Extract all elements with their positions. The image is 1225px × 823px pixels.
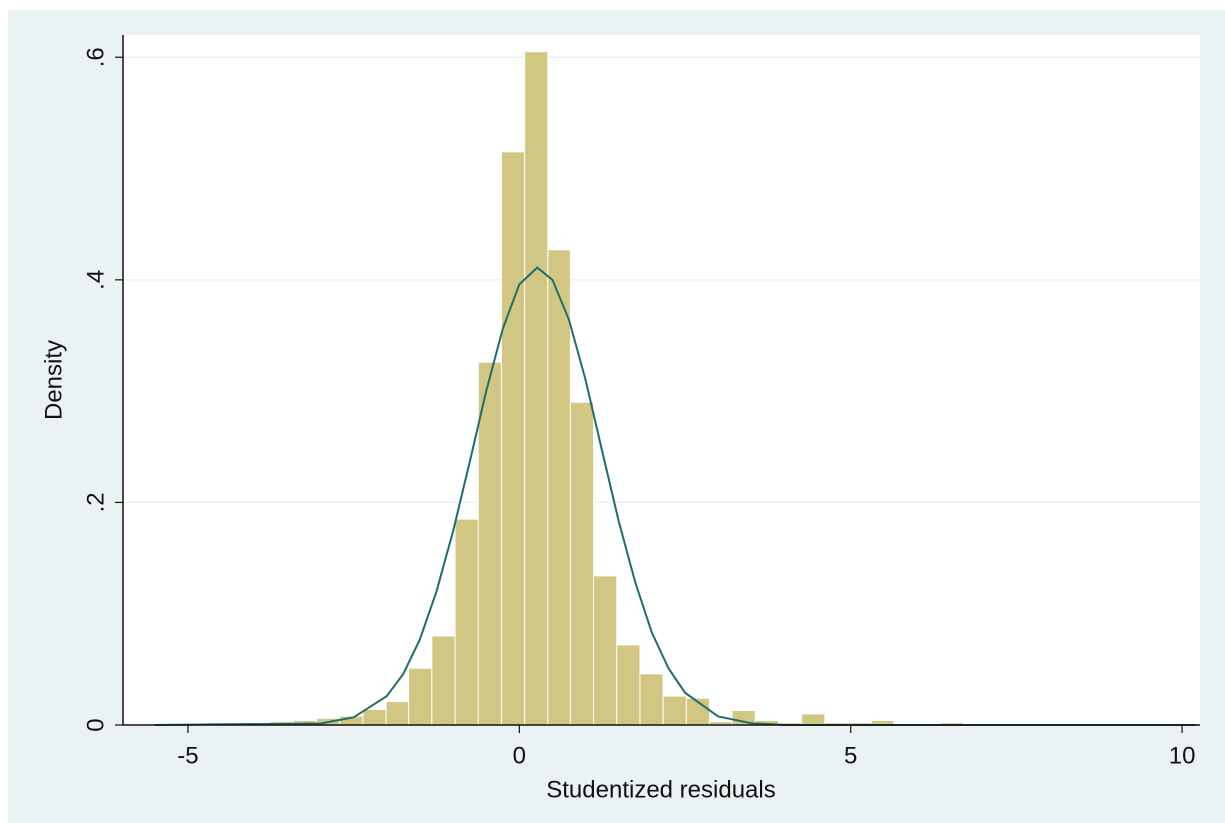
bar	[593, 575, 618, 726]
bar	[362, 708, 387, 726]
bar	[616, 644, 641, 726]
density-curve	[154, 266, 1196, 726]
bar	[547, 249, 571, 726]
bar	[477, 361, 502, 726]
bar	[524, 51, 549, 726]
plot-area	[123, 35, 1200, 725]
bar	[801, 713, 826, 726]
y-tick-label: .6	[82, 47, 109, 67]
y-axis-title: Density	[40, 340, 67, 420]
bar	[639, 673, 664, 726]
x-tick-label: 10	[1169, 742, 1196, 769]
bar	[431, 635, 456, 726]
x-tick-label: 5	[844, 742, 857, 769]
x-tick-label: 0	[513, 742, 526, 769]
y-tick-label: .2	[82, 492, 109, 512]
x-tick-label: -5	[177, 742, 198, 769]
bar	[385, 701, 410, 726]
bar	[500, 151, 526, 726]
bar	[454, 518, 479, 726]
x-axis-title: Studentized residuals	[546, 776, 775, 803]
bar	[569, 401, 595, 726]
y-tick-label: 0	[82, 718, 109, 731]
bar	[408, 667, 433, 726]
y-tick-label: .4	[82, 270, 109, 290]
bar	[662, 695, 687, 726]
